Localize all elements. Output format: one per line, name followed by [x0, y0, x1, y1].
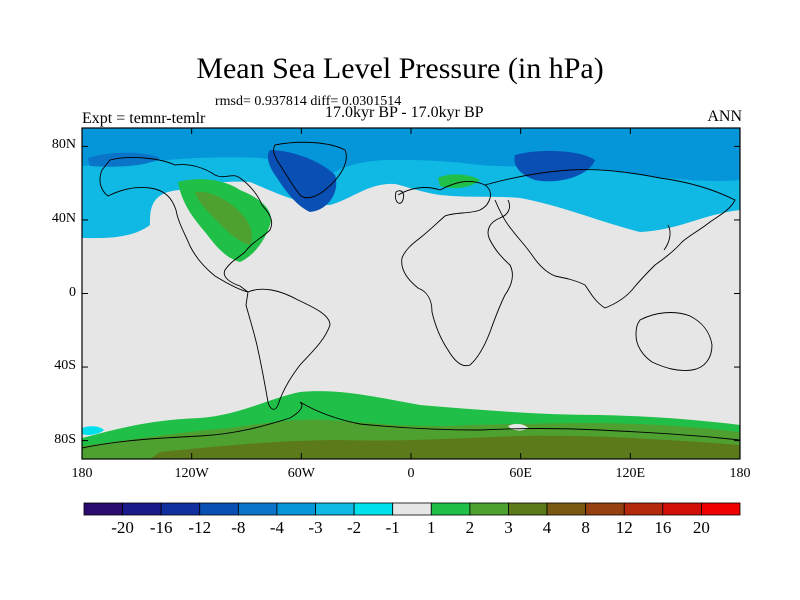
colorbar-swatch — [546, 502, 587, 516]
colorbar-swatch — [276, 502, 316, 516]
colorbar-swatch — [623, 502, 664, 516]
colorbar — [83, 502, 741, 516]
colorbar-swatch — [199, 502, 239, 516]
colorbar-level-label: -4 — [269, 518, 285, 537]
colorbar-level-label: 3 — [504, 518, 513, 537]
experiment-label: Expt = temnr-temlr — [82, 110, 206, 127]
colorbar-level-label: -1 — [385, 518, 400, 537]
colorbar-swatch — [160, 502, 201, 516]
x-tick-label: 120W — [174, 466, 209, 481]
south-america-coast — [245, 288, 331, 410]
colorbar-swatch — [662, 502, 702, 516]
pacific-low-patch — [88, 152, 160, 167]
y-tick-label: 40N — [51, 210, 76, 226]
colorbar-swatch — [392, 502, 432, 516]
colorbar-swatch — [122, 502, 162, 516]
axis-ticks — [81, 128, 741, 459]
colorbar-level-label: 12 — [615, 518, 633, 537]
colorbar-level-label: -12 — [188, 518, 212, 537]
x-tick-label: 180 — [71, 466, 93, 481]
colorbar-swatch — [430, 502, 471, 516]
colorbar-level-label: 16 — [654, 518, 672, 537]
x-tick-label: 60E — [509, 466, 532, 481]
colorbar-level-label: -16 — [149, 518, 173, 537]
colorbar-level-label: 20 — [692, 518, 710, 537]
colorbar-swatch — [469, 502, 509, 516]
x-tick-label: 120E — [615, 466, 646, 481]
colorbar-swatch — [353, 502, 394, 516]
y-tick-label: 80S — [54, 431, 76, 447]
colorbar-swatch — [315, 502, 355, 516]
stats-label: rmsd= 0.937814 diff= 0.0301514 — [215, 94, 402, 109]
greenland-coast — [273, 141, 347, 199]
scandinavia-positive — [438, 174, 480, 188]
period-label: 17.0kyr BP - 17.0kyr BP — [325, 104, 484, 121]
colorbar-level-label: -2 — [347, 518, 362, 537]
colorbar-level-label: 8 — [581, 518, 590, 537]
y-tick-label: 40S — [54, 358, 76, 374]
japan-coast — [663, 224, 671, 251]
north-america-positive-core — [195, 191, 252, 245]
colorbar-swatch — [585, 502, 625, 516]
colorbar-level-label: 1 — [427, 518, 436, 537]
europe-africa-coast — [397, 180, 513, 367]
colorbar-level-label: -8 — [231, 518, 246, 537]
season-label: ANN — [707, 108, 742, 125]
colorbar-swatch — [237, 502, 278, 516]
greenland-low — [267, 150, 337, 212]
x-tick-label: 60W — [287, 466, 315, 481]
colorbar-level-label: 4 — [542, 518, 552, 537]
antarctica-positive-deep — [150, 435, 740, 459]
anomaly-fields — [82, 128, 740, 459]
colorbar-level-label: 2 — [465, 518, 475, 537]
y-tick-label: 0 — [69, 284, 76, 300]
asia-coast — [484, 169, 736, 309]
australia-coast — [635, 312, 713, 371]
x-tick-label: 0 — [407, 466, 415, 481]
colorbar-swatch — [83, 502, 123, 516]
map-title: Mean Sea Level Pressure (in hPa) — [196, 52, 604, 85]
coastlines — [82, 141, 740, 449]
south-pacific-low-patch — [82, 426, 104, 435]
antarctica-coast — [82, 401, 740, 449]
colorbar-swatch — [508, 502, 548, 516]
colorbar-swatch — [701, 502, 741, 516]
colorbar-level-label: -3 — [308, 518, 323, 537]
y-tick-label: 80N — [51, 137, 76, 153]
colorbar-level-label: -20 — [111, 518, 134, 537]
x-tick-label: 180 — [729, 466, 751, 481]
north-america-coast — [99, 157, 273, 293]
uk-coast — [395, 190, 405, 204]
